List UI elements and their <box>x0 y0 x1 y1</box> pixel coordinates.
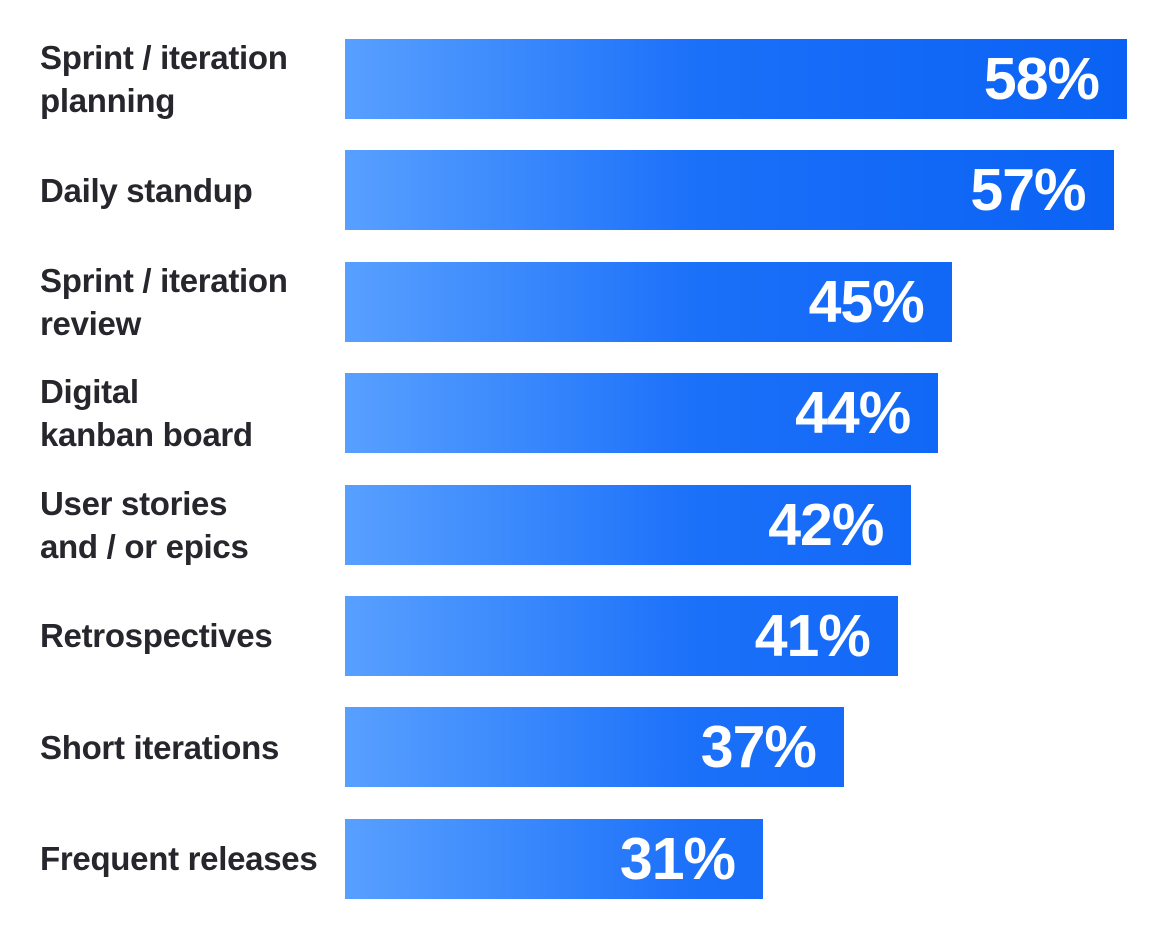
chart-row: Retrospectives 41% <box>40 595 1166 676</box>
chart-row: Daily standup 57% <box>40 150 1166 231</box>
chart-row: Sprint / iteration review 45% <box>40 261 1166 342</box>
bar: 45% <box>345 261 952 342</box>
bar: 31% <box>345 818 763 899</box>
value-label: 31% <box>619 825 736 892</box>
bar-track: 42% <box>345 484 1166 565</box>
category-label: Digital kanban board <box>40 373 253 454</box>
value-label: 37% <box>700 714 817 781</box>
bar-track: 37% <box>345 707 1166 788</box>
bar-chart: Sprint / iteration planning 58% Daily st… <box>40 39 1166 899</box>
value-label: 42% <box>768 491 884 558</box>
category-label: Sprint / iteration review <box>40 261 288 342</box>
bar-track: 57% <box>345 150 1166 231</box>
bar-track: 31% <box>345 818 1166 899</box>
chart-row: Digital kanban board 44% <box>40 373 1166 454</box>
category-label: Frequent releases <box>40 840 318 878</box>
value-label: 57% <box>970 157 1086 224</box>
bar-track: 41% <box>345 595 1166 676</box>
chart-row: Sprint / iteration planning 58% <box>40 39 1166 119</box>
bar: 44% <box>345 373 939 454</box>
category-label: User stories and / or epics <box>40 484 249 565</box>
bar-track: 44% <box>345 373 1166 454</box>
bar-track: 45% <box>345 261 1166 342</box>
bar: 41% <box>345 595 898 676</box>
chart-row: User stories and / or epics 42% <box>40 484 1166 565</box>
value-label: 58% <box>983 46 1100 112</box>
category-label: Sprint / iteration planning <box>40 39 288 119</box>
bar: 42% <box>345 484 912 565</box>
category-label: Daily standup <box>40 171 253 209</box>
bar: 57% <box>345 150 1114 231</box>
bar: 58% <box>345 39 1127 119</box>
value-label: 45% <box>808 268 925 335</box>
bar: 37% <box>345 707 844 788</box>
category-label: Retrospectives <box>40 617 273 655</box>
value-label: 41% <box>754 602 871 669</box>
bar-track: 58% <box>345 39 1166 119</box>
chart-row: Short iterations 37% <box>40 707 1166 788</box>
category-label: Short iterations <box>40 728 280 766</box>
value-label: 44% <box>795 380 911 447</box>
chart-row: Frequent releases 31% <box>40 818 1166 899</box>
